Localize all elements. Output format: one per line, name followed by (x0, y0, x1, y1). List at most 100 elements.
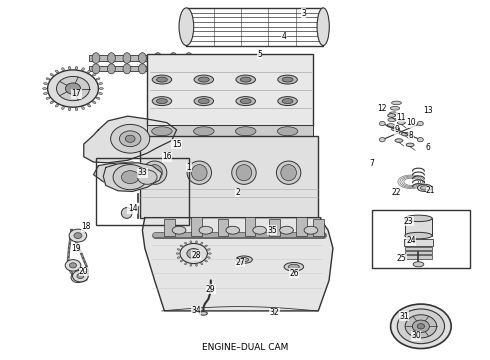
Ellipse shape (392, 127, 399, 131)
Ellipse shape (289, 264, 299, 269)
Text: 9: 9 (394, 125, 399, 134)
Ellipse shape (304, 226, 318, 234)
Text: 10: 10 (406, 118, 416, 127)
Ellipse shape (154, 53, 162, 63)
Bar (296, 217, 307, 236)
Bar (186, 8, 323, 45)
Ellipse shape (157, 77, 167, 82)
Ellipse shape (176, 253, 179, 254)
Text: 22: 22 (392, 188, 401, 197)
Circle shape (65, 260, 81, 271)
Circle shape (397, 309, 444, 344)
Ellipse shape (88, 70, 91, 73)
Polygon shape (84, 116, 176, 163)
Ellipse shape (191, 249, 206, 256)
Circle shape (111, 125, 150, 153)
Text: 30: 30 (411, 332, 421, 341)
Circle shape (138, 170, 157, 184)
Circle shape (70, 263, 76, 268)
Ellipse shape (198, 77, 209, 82)
Ellipse shape (157, 99, 167, 104)
Bar (164, 219, 174, 236)
Bar (147, 126, 314, 137)
Bar (245, 217, 255, 236)
Ellipse shape (147, 165, 162, 181)
Ellipse shape (44, 83, 48, 85)
Text: 4: 4 (282, 32, 287, 41)
Circle shape (48, 70, 98, 107)
Text: 35: 35 (267, 226, 277, 235)
Text: 13: 13 (423, 105, 433, 114)
Circle shape (122, 171, 139, 184)
Ellipse shape (170, 53, 177, 63)
Ellipse shape (50, 73, 53, 76)
Circle shape (108, 164, 133, 182)
Ellipse shape (179, 8, 194, 45)
Ellipse shape (190, 264, 192, 266)
Circle shape (116, 169, 125, 176)
Ellipse shape (235, 127, 256, 136)
Ellipse shape (236, 165, 252, 181)
Ellipse shape (180, 245, 183, 247)
Ellipse shape (207, 257, 210, 258)
Ellipse shape (395, 139, 403, 142)
Text: 20: 20 (79, 267, 89, 276)
Ellipse shape (98, 93, 102, 94)
Ellipse shape (200, 242, 203, 244)
Ellipse shape (240, 99, 251, 104)
Ellipse shape (185, 64, 193, 74)
Ellipse shape (185, 242, 187, 244)
Circle shape (180, 243, 207, 264)
Circle shape (113, 165, 147, 190)
Ellipse shape (62, 68, 64, 71)
Ellipse shape (190, 241, 192, 243)
Circle shape (413, 320, 429, 333)
Ellipse shape (417, 184, 432, 192)
Ellipse shape (152, 96, 171, 105)
Text: ENGINE–DUAL CAM: ENGINE–DUAL CAM (202, 343, 288, 352)
Ellipse shape (278, 75, 297, 84)
Ellipse shape (397, 121, 405, 125)
Ellipse shape (123, 53, 131, 63)
Ellipse shape (88, 104, 91, 107)
Ellipse shape (69, 67, 71, 69)
Ellipse shape (253, 226, 267, 234)
Text: 27: 27 (235, 258, 245, 267)
Ellipse shape (177, 249, 180, 250)
Text: 2: 2 (235, 188, 240, 197)
Ellipse shape (232, 161, 256, 184)
Bar (405, 255, 432, 258)
Text: 5: 5 (257, 50, 262, 59)
Text: 17: 17 (72, 89, 81, 98)
Bar (140, 136, 318, 218)
Ellipse shape (143, 161, 167, 184)
Ellipse shape (196, 264, 197, 266)
Text: 19: 19 (72, 244, 81, 253)
Ellipse shape (405, 232, 432, 239)
Ellipse shape (199, 312, 207, 315)
Text: 6: 6 (426, 143, 431, 152)
Polygon shape (103, 163, 162, 192)
Ellipse shape (207, 249, 210, 250)
Ellipse shape (82, 68, 84, 71)
Ellipse shape (387, 124, 394, 127)
Ellipse shape (284, 262, 304, 271)
Ellipse shape (43, 87, 47, 89)
Ellipse shape (226, 226, 240, 234)
Ellipse shape (172, 226, 186, 234)
Text: 23: 23 (404, 217, 414, 226)
Bar (405, 219, 432, 235)
Text: 25: 25 (396, 255, 406, 264)
Circle shape (417, 324, 424, 329)
Ellipse shape (413, 262, 424, 267)
Ellipse shape (62, 107, 64, 109)
Ellipse shape (391, 107, 400, 110)
Text: 7: 7 (369, 159, 374, 168)
Circle shape (120, 131, 141, 147)
Ellipse shape (194, 251, 203, 255)
Ellipse shape (154, 64, 162, 74)
Ellipse shape (123, 64, 131, 74)
Ellipse shape (98, 83, 102, 85)
Ellipse shape (240, 77, 251, 82)
Text: 28: 28 (192, 251, 201, 260)
